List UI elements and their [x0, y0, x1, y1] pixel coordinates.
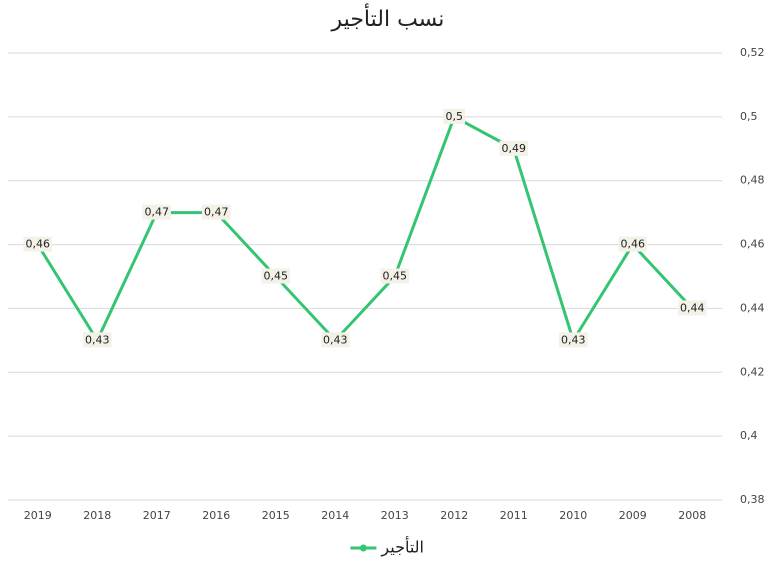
x-tick-label: 2016	[202, 509, 230, 522]
data-label-bg	[678, 300, 707, 316]
data-label-group: 0,46	[23, 236, 52, 252]
data-label: 0,43	[561, 333, 586, 346]
data-label-bg	[618, 236, 647, 252]
y-tick-label: 0,44	[740, 301, 765, 314]
line	[36, 115, 694, 342]
data-label: 0,45	[264, 270, 289, 283]
legend-marker	[359, 544, 367, 552]
data-label-bg	[380, 268, 409, 284]
y-tick-label: 0,5	[740, 110, 758, 123]
data-label-bg	[443, 108, 465, 124]
data-label-group: 0,43	[83, 332, 112, 348]
data-label-group: 0,44	[678, 300, 707, 316]
data-label: 0,49	[502, 142, 527, 155]
data-label-group: 0,43	[321, 332, 350, 348]
data-label: 0,47	[145, 206, 170, 219]
data-label-bg	[83, 332, 112, 348]
y-tick-label: 0,52	[740, 46, 765, 59]
data-label-group: 0,47	[202, 204, 231, 220]
data-label-bg	[202, 204, 231, 220]
data-label: 0,46	[621, 238, 646, 251]
x-tick-label: 2018	[83, 509, 111, 522]
data-label-group: 0,47	[142, 204, 171, 220]
data-label: 0,46	[26, 238, 51, 251]
data-label: 0,43	[85, 333, 110, 346]
y-tick-label: 0,46	[740, 238, 765, 251]
data-label-bg	[559, 332, 588, 348]
data-label-bg	[261, 268, 290, 284]
y-tick-label: 0,48	[740, 174, 765, 187]
chart-title: نسب التأجير	[331, 3, 445, 32]
legend-label: التأجير	[380, 536, 424, 558]
data-label-group: 0,46	[618, 236, 647, 252]
x-tick-label: 2019	[24, 509, 52, 522]
data-label: 0,45	[383, 270, 408, 283]
y-tick-label: 0,38	[740, 493, 765, 506]
x-tick-label: 2015	[262, 509, 290, 522]
data-label-bg	[321, 332, 350, 348]
data-label-bg	[23, 236, 52, 252]
data-label-bg	[142, 204, 171, 220]
x-tick-label: 2008	[678, 509, 706, 522]
x-tick-label: 2014	[321, 509, 349, 522]
data-label: 0,43	[323, 333, 348, 346]
data-label-group: 0,49	[499, 140, 528, 156]
data-label-group: 0,43	[559, 332, 588, 348]
data-label: 0,5	[446, 110, 464, 123]
data-label-group: 0,45	[380, 268, 409, 284]
data-label: 0,44	[680, 301, 705, 314]
y-tick-label: 0,4	[740, 429, 758, 442]
data-label-bg	[499, 140, 528, 156]
x-tick-label: 2017	[143, 509, 171, 522]
data-label-group: 0,5	[443, 108, 465, 124]
data-label-group: 0,45	[261, 268, 290, 284]
x-tick-label: 2013	[381, 509, 409, 522]
data-label: 0,47	[204, 206, 229, 219]
x-tick-label: 2012	[440, 509, 468, 522]
x-tick-label: 2011	[500, 509, 528, 522]
x-tick-label: 2009	[619, 509, 647, 522]
x-tick-label: 2010	[559, 509, 587, 522]
y-tick-label: 0,42	[740, 365, 765, 378]
